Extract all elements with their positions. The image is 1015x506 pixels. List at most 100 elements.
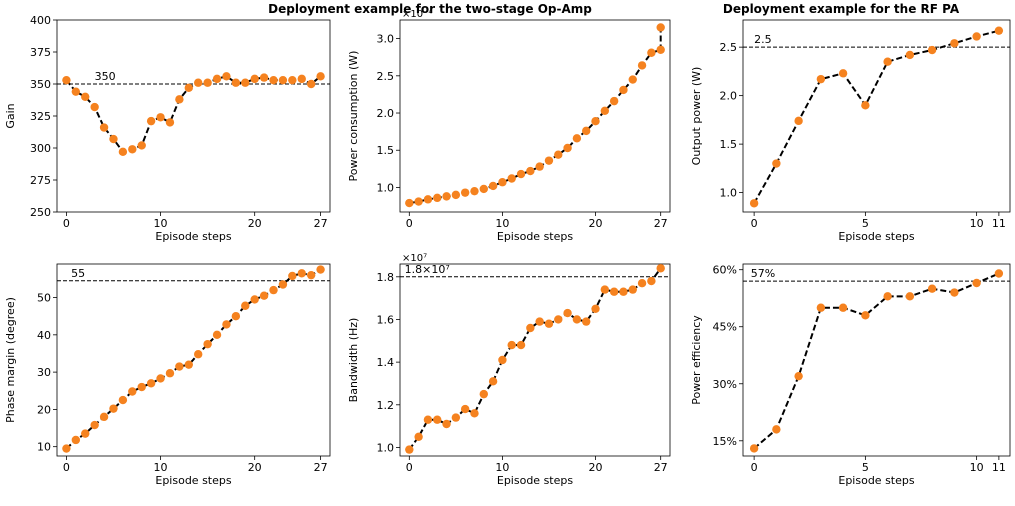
phase-margin-data-point xyxy=(71,435,81,445)
gain-xlabel: Episode steps xyxy=(155,230,231,243)
bandwidth-data-point xyxy=(544,319,554,328)
power-exponent-label: ×10⁻⁴ xyxy=(402,9,432,20)
gain-xtick-label: 10 xyxy=(154,217,168,230)
power-ytick-label: 3.0 xyxy=(377,33,395,46)
phase-margin-data-point xyxy=(90,420,99,430)
bandwidth-data-point xyxy=(619,287,628,296)
power-data-point xyxy=(488,181,498,191)
power-xtick-label: 27 xyxy=(654,217,668,230)
phase-margin-data-point xyxy=(194,350,203,359)
phase-margin-data-point xyxy=(316,265,325,274)
gain-data-point xyxy=(165,118,175,127)
bandwidth-ytick-label: 1.2 xyxy=(377,399,395,412)
power-ytick-label: 2.5 xyxy=(377,70,395,83)
output-power-data-point xyxy=(950,39,959,48)
phase-margin-data-point xyxy=(297,269,306,278)
output-power-xtick-label: 11 xyxy=(992,217,1006,230)
gain-data-point xyxy=(156,113,165,122)
gain-ytick-label: 275 xyxy=(30,174,51,187)
output-power-data-point xyxy=(816,74,826,84)
gain-data-point xyxy=(203,78,212,87)
bandwidth-data-point xyxy=(656,264,665,273)
gain-ytick-label: 325 xyxy=(30,110,51,123)
gain-data-point xyxy=(297,74,306,84)
power-xlabel: Episode steps xyxy=(497,230,573,243)
phase-margin-ytick-label: 20 xyxy=(37,403,51,416)
power-efficiency-axes-frame xyxy=(742,263,1011,457)
power-data-point xyxy=(656,45,665,54)
bandwidth-chart: 0 10 20 27 1.0 1.2 1.4 1.6 1.8 Episode steps Bandw… xyxy=(347,253,671,487)
power-efficiency-xtick-label: 11 xyxy=(992,461,1006,474)
power-axes-frame xyxy=(399,19,671,213)
bandwidth-ytick-label: 1.8 xyxy=(377,271,395,284)
power-efficiency-data-point xyxy=(927,284,937,293)
gain-data-point xyxy=(241,78,250,87)
phase-margin-data-point xyxy=(203,339,212,349)
gain-data-point xyxy=(99,123,109,132)
bandwidth-data-point xyxy=(535,317,544,326)
bandwidth-data-point xyxy=(647,276,656,286)
output-power-data-point xyxy=(883,57,892,66)
phase-margin-xtick-label: 0 xyxy=(63,461,70,474)
bandwidth-data-point xyxy=(488,377,498,386)
output-power-xtick-label: 5 xyxy=(862,217,869,230)
bandwidth-data-point xyxy=(554,315,563,324)
power-xtick-label: 0 xyxy=(406,217,413,230)
phase-margin-reference-label: 55 xyxy=(71,267,85,280)
phase-margin-data-point xyxy=(62,444,71,453)
power-efficiency-data-point xyxy=(794,371,803,381)
power-data-point xyxy=(656,23,665,32)
bandwidth-data-point xyxy=(637,279,647,288)
phase-margin-data-point xyxy=(156,374,165,383)
bandwidth-data-point xyxy=(591,304,600,313)
bandwidth-data-point xyxy=(526,323,535,333)
power-data-point xyxy=(628,75,637,84)
output-power-data-point xyxy=(972,32,981,41)
phase-margin-data-point xyxy=(250,295,259,304)
output-power-data-point xyxy=(905,50,915,60)
power-efficiency-xlabel: Episode steps xyxy=(838,474,914,487)
bandwidth-series-line xyxy=(408,267,662,451)
gain-data-point xyxy=(137,141,146,150)
phase-margin-data-point xyxy=(81,429,90,438)
gain-ytick-label: 350 xyxy=(30,78,51,91)
power-efficiency-reference-label: 57% xyxy=(751,267,775,280)
power-data-point xyxy=(582,126,591,136)
gain-data-point xyxy=(146,116,156,126)
rfpa-title: Deployment example for the RF PA xyxy=(722,2,960,16)
output-power-xtick-label: 0 xyxy=(751,217,758,230)
gain-data-point xyxy=(109,134,118,144)
bandwidth-data-point xyxy=(516,340,526,350)
power-efficiency-chart: 0 5 10 11 15% 30% 45% 60% Episode steps Power eff… xyxy=(690,263,1011,487)
bandwidth-data-point xyxy=(582,317,591,326)
output-power-chart: 0 5 10 11 1.0 1.5 2.0 2.5 Episode steps Output po… xyxy=(690,19,1011,243)
power-ytick-label: 2.0 xyxy=(377,107,395,120)
output-power-ytick-label: 1.5 xyxy=(720,138,738,151)
phase-margin-data-point xyxy=(137,382,146,392)
phase-margin-xtick-label: 27 xyxy=(314,461,328,474)
phase-margin-xtick-label: 20 xyxy=(248,461,262,474)
phase-margin-ytick-label: 40 xyxy=(37,329,51,342)
phase-margin-ylabel: Phase margin (degree) xyxy=(4,297,17,423)
bandwidth-reference-label: 1.8×10⁷ xyxy=(405,263,450,276)
bandwidth-axes-frame xyxy=(399,263,671,457)
bandwidth-data-point xyxy=(563,308,572,318)
power-data-point xyxy=(591,117,600,126)
power-data-point xyxy=(498,178,507,187)
bandwidth-data-point xyxy=(423,415,433,424)
power-efficiency-data-point xyxy=(994,269,1004,278)
gain-data-point xyxy=(269,75,278,85)
power-data-point xyxy=(460,188,470,197)
power-data-point xyxy=(470,186,479,196)
power-chart: 0 10 20 27 1.0 1.5 2.0 2.5 3.0 Episode steps Power… xyxy=(347,9,671,243)
gain-data-point xyxy=(306,79,316,89)
output-power-axes-frame xyxy=(742,19,1011,213)
power-data-point xyxy=(414,197,423,206)
bandwidth-xlabel: Episode steps xyxy=(497,474,573,487)
phase-margin-data-point xyxy=(222,320,231,329)
bandwidth-data-point xyxy=(507,340,516,350)
gain-ylabel: Gain xyxy=(4,103,17,128)
power-data-point xyxy=(600,106,610,115)
output-power-reference-label: 2.5 xyxy=(754,33,772,46)
